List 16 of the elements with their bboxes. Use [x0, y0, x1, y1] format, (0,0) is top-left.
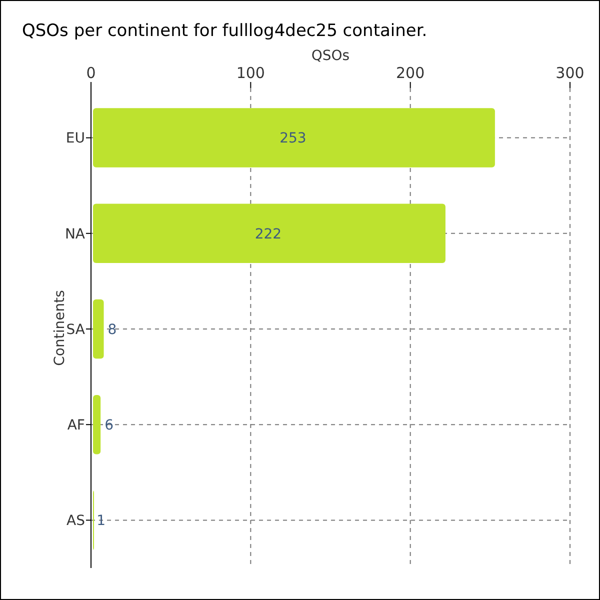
x-tick-label: 300	[556, 64, 584, 82]
y-axis-title: Continents	[52, 290, 68, 366]
data-label: 253	[280, 130, 306, 147]
y-tick-label: AS	[66, 513, 86, 530]
x-tick-label: 0	[86, 64, 96, 82]
x-axis-title: QSOs	[311, 48, 350, 64]
data-label: 8	[108, 322, 117, 338]
data-label: 6	[104, 418, 114, 434]
y-tick-label: SA	[66, 322, 86, 338]
x-tick-label: 200	[396, 64, 425, 82]
chart-title: QSOs per continent for fulllog4dec25 container.	[22, 21, 428, 41]
y-tick-label: EU	[66, 130, 85, 147]
y-tick-label: NA	[64, 226, 86, 242]
data-label: 222	[254, 226, 282, 242]
x-tick-label: 100	[236, 64, 265, 82]
y-tick-label: AF	[67, 418, 85, 434]
